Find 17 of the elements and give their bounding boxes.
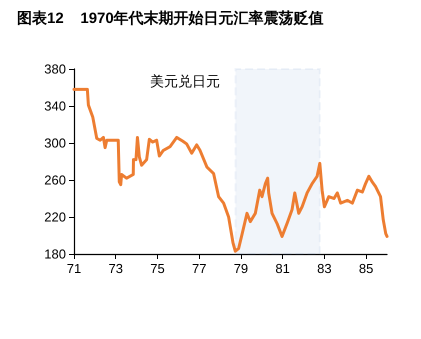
x-tick-label: 85: [358, 261, 374, 276]
annotation: 美元兑日元: [150, 73, 220, 89]
x-tick-label: 81: [275, 261, 290, 276]
y-tick-label: 180: [44, 246, 66, 262]
x-tick-label: 75: [150, 261, 165, 276]
x-tick-label: 77: [192, 261, 206, 276]
line-series: [72, 88, 388, 253]
x-tick-label: 73: [108, 261, 123, 276]
y-tick-label: 300: [44, 136, 66, 150]
y-tick-label: 220: [44, 210, 66, 224]
x-tick-label: 79: [234, 261, 248, 276]
chart-title: 图表12 1970年代末期开始日元汇率震荡贬值: [17, 9, 324, 27]
y-tick-label: 380: [44, 62, 66, 76]
x-tick-label: 71: [66, 261, 82, 276]
x-tick-label: 83: [317, 261, 332, 276]
y-tick-label: 260: [44, 172, 66, 188]
y-tick-label: 340: [44, 98, 66, 114]
